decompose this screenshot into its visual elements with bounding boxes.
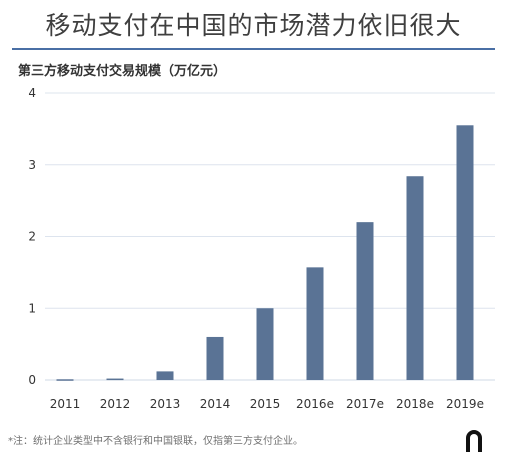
x-tick-label: 2012 bbox=[100, 397, 131, 411]
title-underline bbox=[12, 48, 495, 50]
y-tick-label: 1 bbox=[28, 301, 36, 315]
x-tick-label: 2013 bbox=[150, 397, 181, 411]
y-axis-ticks: 0 1 2 3 4 bbox=[28, 86, 36, 387]
x-tick-label: 2016e bbox=[296, 397, 334, 411]
bar-2018e bbox=[406, 176, 424, 380]
logo-mark bbox=[466, 430, 482, 452]
bar-2019e bbox=[456, 125, 474, 380]
x-tick-label: 2017e bbox=[346, 397, 384, 411]
y-tick-label: 0 bbox=[28, 373, 36, 387]
x-tick-label: 2014 bbox=[200, 397, 231, 411]
bar-2012 bbox=[106, 378, 124, 381]
x-axis-ticks: 2011 2012 2013 2014 2015 2016e 2017e 2018e 2019e bbox=[50, 397, 484, 411]
bar-2011 bbox=[56, 379, 74, 381]
x-tick-label: 2011 bbox=[50, 397, 81, 411]
bar-2015 bbox=[256, 308, 274, 380]
bar-chart: 0 1 2 3 4 2011 2012 2013 2014 2015 2016e 2017e 2018… bbox=[28, 86, 495, 411]
x-tick-label: 2019e bbox=[446, 397, 484, 411]
x-tick-label: 2015 bbox=[250, 397, 281, 411]
x-tick-label: 2018e bbox=[396, 397, 434, 411]
chart-title: 移动支付在中国的市场潜力依旧很大 bbox=[45, 11, 462, 40]
y-tick-label: 2 bbox=[28, 230, 36, 244]
y-tick-label: 4 bbox=[28, 86, 36, 100]
chart-subtitle: 第三方移动支付交易规模（万亿元） bbox=[18, 64, 227, 79]
bar-2013 bbox=[156, 371, 174, 380]
bar-2014 bbox=[206, 336, 224, 380]
bar-2016e bbox=[306, 267, 324, 380]
bar-layer bbox=[56, 125, 474, 381]
y-tick-label: 3 bbox=[28, 158, 36, 172]
bar-2017e bbox=[356, 222, 374, 380]
footnote: *注：统计企业类型中不含银行和中国银联，仅指第三方支付企业。 bbox=[8, 436, 303, 447]
